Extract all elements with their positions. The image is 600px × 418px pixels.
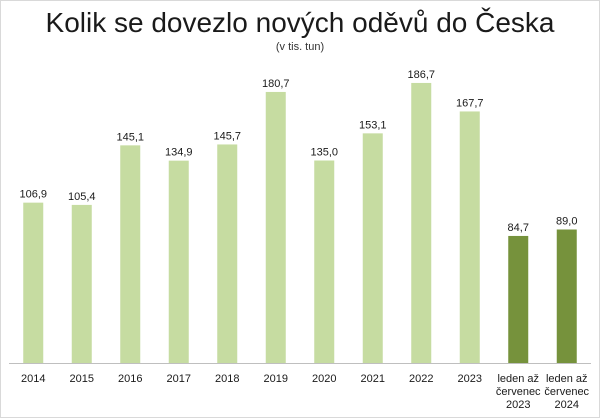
bar-5 <box>265 91 286 363</box>
data-label-0: 106,9 <box>19 189 47 201</box>
bar-10 <box>508 235 529 363</box>
data-label-6: 135,0 <box>310 147 338 159</box>
category-label-11: leden až červenec 2024 <box>544 373 589 411</box>
data-label-7: 153,1 <box>359 119 387 131</box>
bar-2 <box>120 145 141 363</box>
data-label-3: 134,9 <box>165 147 193 159</box>
bar-7 <box>362 133 383 363</box>
data-label-8: 186,7 <box>407 69 435 81</box>
chart-subtitle: (v tis. tun) <box>275 41 325 53</box>
chart-title: Kolik se dovezlo nových oděvů do Česka <box>45 7 555 38</box>
bar-1 <box>71 204 92 363</box>
category-label-2: 2016 <box>118 373 142 385</box>
data-label-10: 84,7 <box>508 222 529 234</box>
bar-11 <box>556 229 577 363</box>
bar-0 <box>23 202 44 363</box>
data-label-11: 89,0 <box>556 216 577 228</box>
data-label-4: 145,7 <box>213 130 241 142</box>
category-label-10: leden až červenec 2023 <box>496 373 541 411</box>
data-label-5: 180,7 <box>262 78 290 90</box>
category-label-8: 2022 <box>409 373 433 385</box>
bar-8 <box>411 82 432 363</box>
data-label-2: 145,1 <box>116 131 144 143</box>
category-label-6: 2020 <box>312 373 336 385</box>
data-label-1: 105,4 <box>68 191 96 203</box>
bar-4 <box>217 144 238 363</box>
bar-6 <box>314 160 335 363</box>
category-label-9: 2023 <box>458 373 482 385</box>
bar-9 <box>459 111 480 363</box>
data-label-9: 167,7 <box>456 97 484 109</box>
category-label-4: 2018 <box>215 373 239 385</box>
bar-3 <box>168 160 189 363</box>
category-label-7: 2021 <box>361 373 385 385</box>
category-label-5: 2019 <box>264 373 288 385</box>
category-label-0: 2014 <box>21 373 45 385</box>
category-label-1: 2015 <box>70 373 94 385</box>
category-label-3: 2017 <box>167 373 191 385</box>
